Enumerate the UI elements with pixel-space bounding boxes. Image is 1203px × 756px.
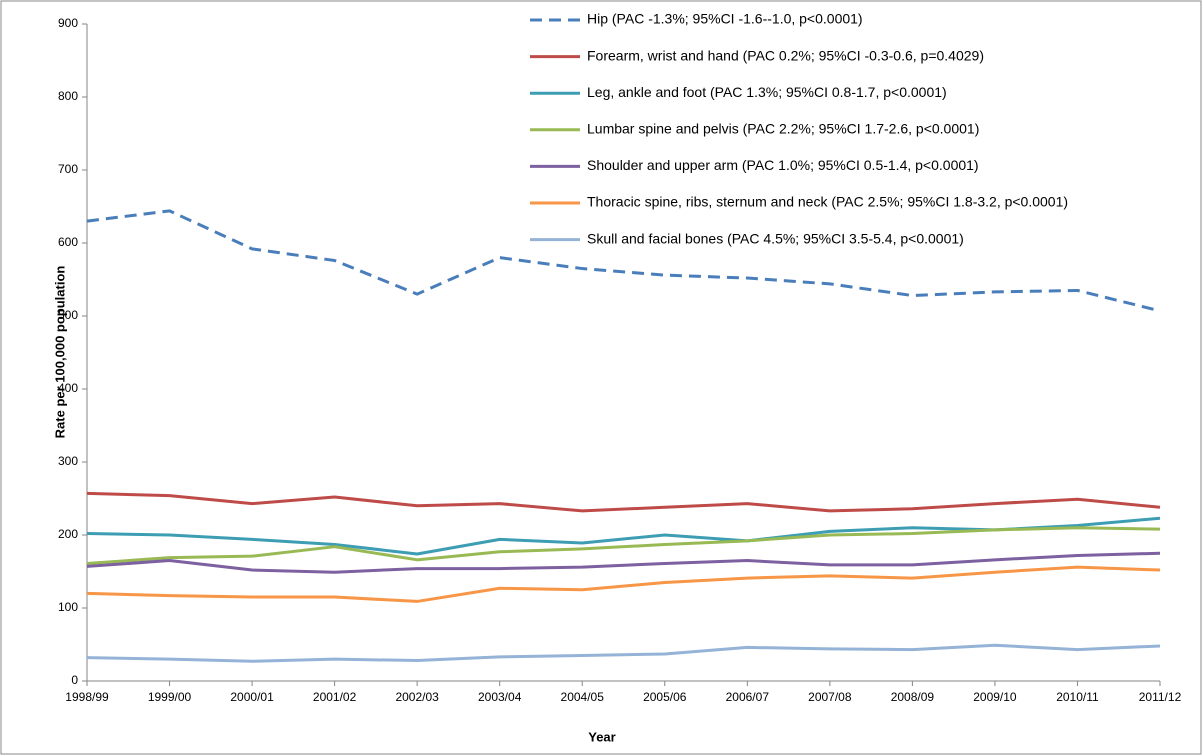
series-line: [86, 491, 1161, 513]
legend-label: Thoracic spine, ribs, sternum and neck (…: [587, 194, 1068, 210]
x-tick-label: 2005/06: [643, 690, 687, 704]
x-tick-label: 2002/03: [395, 690, 439, 704]
x-tick-label: 2003/04: [478, 690, 522, 704]
legend-label: Skull and facial bones (PAC 4.5%; 95%CI …: [587, 230, 964, 246]
x-tick-label: 2001/02: [313, 690, 357, 704]
y-tick-label: 700: [58, 162, 78, 176]
series-line: [86, 565, 1161, 603]
x-tick-label: 2007/08: [808, 690, 852, 704]
series-line: [86, 209, 1161, 313]
y-tick-label: 600: [58, 235, 78, 249]
y-tick-label: 800: [58, 89, 78, 103]
y-axis-title: Rate per 100,000 population: [52, 266, 67, 439]
y-tick-label: 100: [58, 600, 78, 614]
series-line: [86, 643, 1161, 663]
x-tick-label: 2004/05: [561, 690, 605, 704]
legend-label: Hip (PAC -1.3%; 95%CI -1.6--1.0, p<0.000…: [587, 11, 863, 27]
legend-label: Shoulder and upper arm (PAC 1.0%; 95%CI …: [587, 157, 979, 173]
y-tick-label: 900: [58, 16, 78, 30]
x-tick-label: 1999/00: [148, 690, 192, 704]
x-tick-label: 2011/12: [1139, 690, 1182, 704]
x-axis-title: Year: [588, 729, 615, 744]
series-line: [86, 526, 1161, 565]
y-tick-label: 0: [71, 673, 78, 687]
legend-label: Lumbar spine and pelvis (PAC 2.2%; 95%CI…: [587, 121, 979, 137]
x-tick-label: 2000/01: [230, 690, 274, 704]
y-tick-label: 200: [58, 527, 78, 541]
y-tick-label: 300: [58, 454, 78, 468]
x-tick-label: 2008/09: [891, 690, 935, 704]
y-tick-label: 500: [58, 308, 78, 322]
x-tick-label: 2010/11: [1056, 690, 1099, 704]
series-line: [86, 551, 1161, 574]
x-tick-label: 1998/99: [65, 690, 109, 704]
legend-label: Leg, ankle and foot (PAC 1.3%; 95%CI 0.8…: [587, 84, 947, 100]
legend-label: Forearm, wrist and hand (PAC 0.2%; 95%CI…: [587, 47, 984, 63]
y-tick-label: 400: [58, 381, 78, 395]
x-tick-label: 2009/10: [973, 690, 1017, 704]
x-tick-label: 2006/07: [726, 690, 770, 704]
